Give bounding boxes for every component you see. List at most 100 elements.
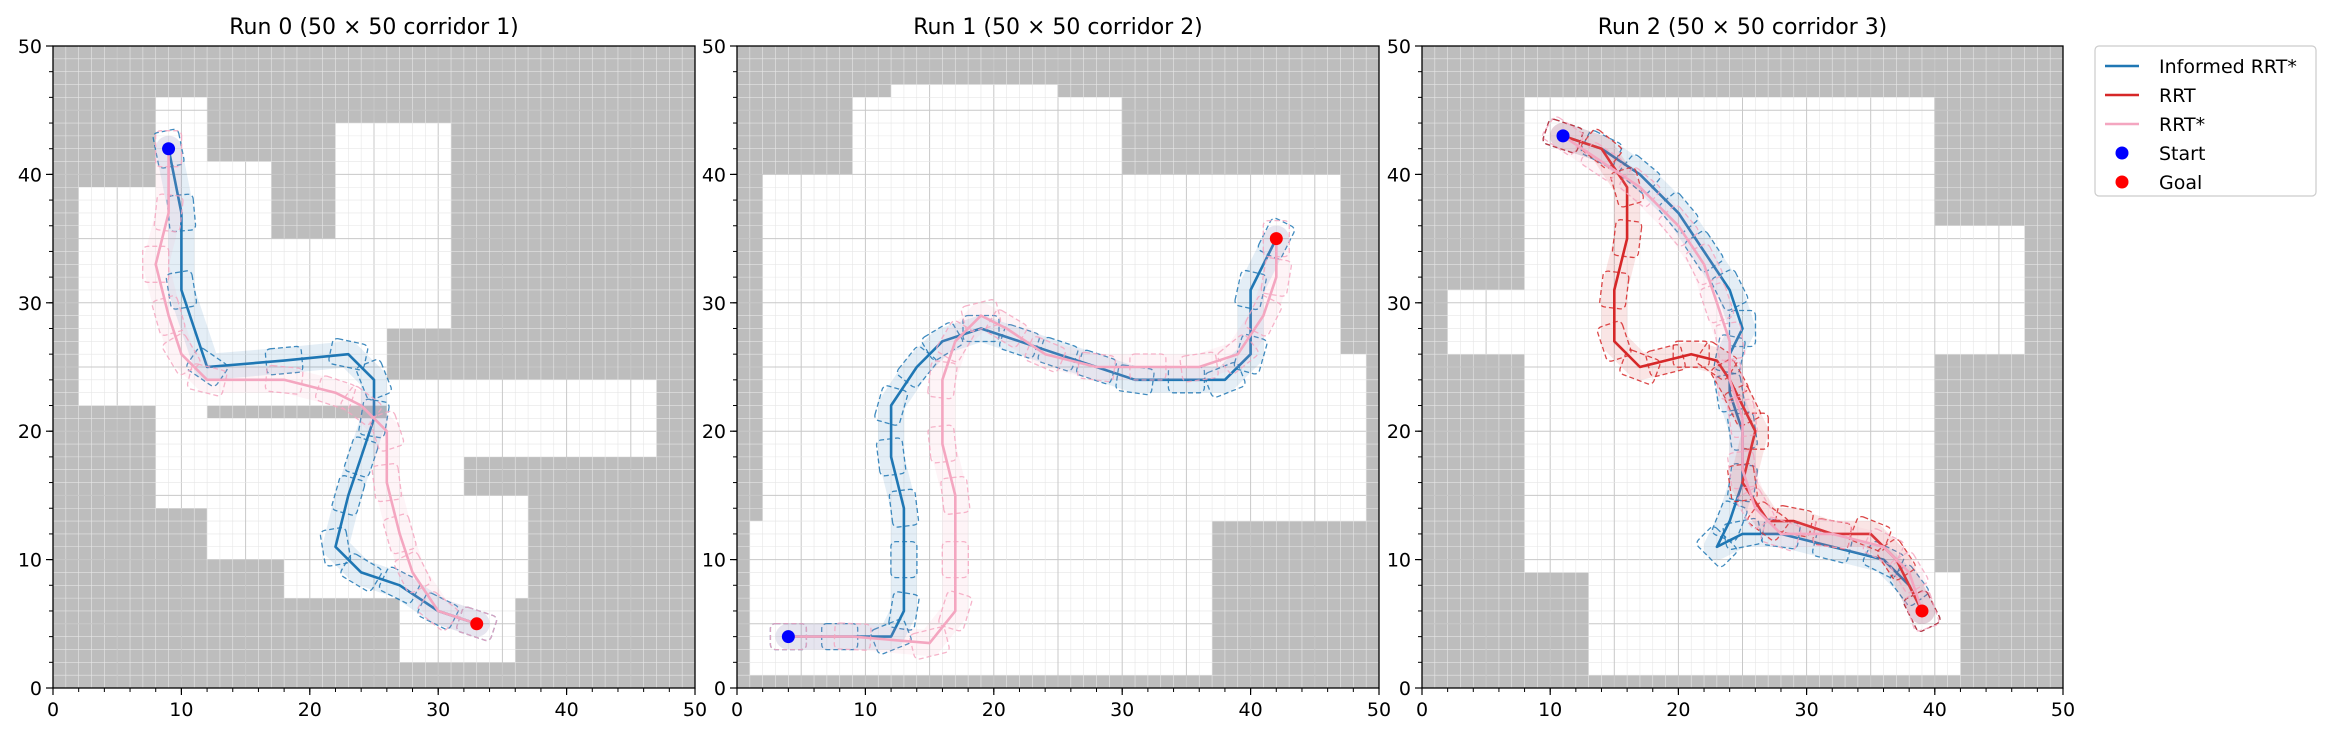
legend-dot-swatch bbox=[2115, 175, 2129, 189]
x-tick-label: 10 bbox=[1538, 699, 1562, 721]
legend-label: RRT bbox=[2159, 85, 2196, 107]
x-tick-label: 10 bbox=[169, 699, 193, 721]
y-tick-label: 10 bbox=[1387, 550, 1411, 572]
footprint-box bbox=[186, 347, 228, 387]
series-group bbox=[769, 217, 1295, 660]
goal-marker bbox=[1269, 232, 1283, 246]
x-tick-label: 20 bbox=[298, 699, 322, 721]
grid bbox=[1422, 46, 2063, 688]
x-tick-label: 20 bbox=[982, 699, 1006, 721]
legend-label: RRT* bbox=[2159, 114, 2205, 136]
y-tick-label: 10 bbox=[18, 550, 42, 572]
series-rrt-star bbox=[142, 130, 498, 642]
footprint-box bbox=[874, 385, 909, 426]
legend-dot-swatch bbox=[2115, 146, 2129, 160]
x-tick-label: 50 bbox=[1367, 699, 1391, 721]
y-tick-label: 50 bbox=[1387, 36, 1411, 58]
legend-item-start: Start bbox=[2115, 143, 2205, 165]
path-line bbox=[154, 147, 478, 626]
path-line bbox=[787, 237, 1278, 645]
footprint-box bbox=[1728, 309, 1757, 348]
footprint-box bbox=[1244, 294, 1283, 337]
footprint-box bbox=[1747, 501, 1789, 541]
y-tick-label: 0 bbox=[1399, 678, 1411, 700]
axes-frame bbox=[1421, 45, 2064, 689]
footprint-box bbox=[1727, 398, 1758, 439]
footprint-box bbox=[1736, 487, 1775, 530]
y-tick-label: 20 bbox=[18, 421, 42, 443]
x-tick-label: 0 bbox=[731, 699, 743, 721]
footprint-box bbox=[1233, 333, 1268, 375]
footprint-box bbox=[1727, 462, 1758, 503]
goal-marker bbox=[470, 617, 484, 631]
footprint-box bbox=[1611, 219, 1643, 259]
footprint-box bbox=[1696, 526, 1738, 568]
footprint-box bbox=[1024, 336, 1066, 373]
start-marker bbox=[1556, 129, 1570, 143]
panel-title: Run 2 (50 × 50 corridor 3) bbox=[1598, 15, 1888, 40]
legend-label: Goal bbox=[2159, 172, 2202, 194]
y-tick-label: 0 bbox=[714, 678, 726, 700]
footprint-box bbox=[328, 338, 369, 371]
legend-item-goal: Goal bbox=[2115, 172, 2202, 194]
x-tick-label: 40 bbox=[1239, 699, 1263, 721]
footprint-box bbox=[1658, 205, 1699, 247]
y-tick-label: 30 bbox=[1387, 293, 1411, 315]
x-tick-label: 40 bbox=[555, 699, 579, 721]
x-tick-label: 50 bbox=[683, 699, 707, 721]
y-tick-label: 20 bbox=[702, 421, 726, 443]
footprint-box bbox=[1713, 334, 1746, 375]
footprint-box bbox=[319, 527, 352, 567]
path-line bbox=[1561, 134, 1924, 613]
footprint-box bbox=[165, 270, 198, 310]
axes-frame bbox=[52, 45, 696, 689]
panel-title: Run 1 (50 × 50 corridor 2) bbox=[913, 15, 1203, 40]
footprint-box bbox=[1619, 154, 1661, 195]
free-cell bbox=[762, 354, 1367, 522]
legend-label: Informed RRT* bbox=[2159, 56, 2297, 78]
path-line bbox=[1561, 134, 1924, 613]
footprint-box bbox=[340, 385, 383, 426]
y-tick-label: 20 bbox=[1387, 421, 1411, 443]
legend-item-rrt: RRT bbox=[2105, 85, 2196, 107]
x-tick-label: 40 bbox=[1923, 699, 1947, 721]
y-tick-label: 0 bbox=[30, 678, 42, 700]
footprint-box bbox=[1850, 515, 1892, 552]
x-tick-label: 10 bbox=[853, 699, 877, 721]
footprint-box bbox=[938, 590, 973, 632]
footprint-box bbox=[1217, 334, 1259, 375]
footprint-box bbox=[1672, 340, 1710, 368]
footprint-box bbox=[1596, 320, 1632, 362]
axes-frame bbox=[736, 45, 1380, 689]
footprint-box bbox=[1773, 505, 1814, 538]
footprint-box bbox=[340, 553, 383, 592]
footprint-box bbox=[153, 193, 184, 233]
series-rrt-star bbox=[769, 219, 1292, 660]
y-tick-label: 30 bbox=[18, 293, 42, 315]
y-tick-label: 50 bbox=[702, 36, 726, 58]
y-tick-label: 40 bbox=[702, 164, 726, 186]
y-tick-label: 30 bbox=[702, 293, 726, 315]
footprint-box bbox=[356, 359, 392, 401]
series-group bbox=[142, 128, 498, 642]
footprint-box bbox=[1599, 270, 1630, 310]
footprint-box bbox=[314, 375, 357, 411]
footprint-box bbox=[1076, 351, 1117, 383]
plot-panel-2: 0 10 20 30 40 50 0 10 20 30 40 50 Run 2 (50 × 50 cor… bbox=[1387, 15, 2075, 721]
series-rrt-star bbox=[1542, 116, 1940, 632]
series-group bbox=[1542, 116, 1941, 632]
footprint-box bbox=[393, 551, 432, 594]
y-tick-label: 50 bbox=[18, 36, 42, 58]
plot-panel-1: 0 10 20 30 40 50 0 10 20 30 40 50 Run 1 (50 × 50 cor… bbox=[702, 15, 1391, 721]
x-tick-label: 30 bbox=[1110, 699, 1134, 721]
y-tick-label: 40 bbox=[1387, 164, 1411, 186]
legend-label: Start bbox=[2159, 143, 2205, 165]
x-tick-label: 50 bbox=[2051, 699, 2075, 721]
x-tick-label: 0 bbox=[47, 699, 59, 721]
footprint-box bbox=[1727, 450, 1758, 490]
panel-title: Run 0 (50 × 50 corridor 1) bbox=[229, 15, 519, 40]
start-marker bbox=[162, 142, 176, 156]
y-tick-label: 10 bbox=[702, 550, 726, 572]
x-tick-label: 0 bbox=[1416, 699, 1428, 721]
